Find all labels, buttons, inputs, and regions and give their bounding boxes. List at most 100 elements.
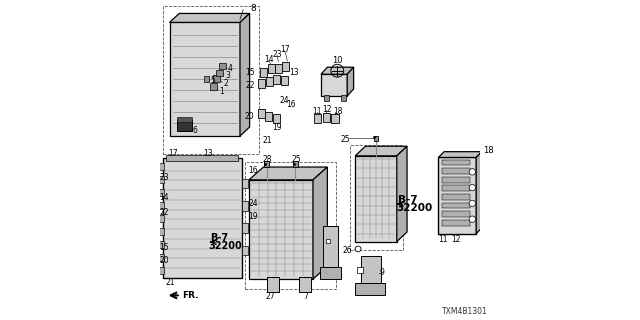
Bar (166, 155, 239, 161)
Polygon shape (476, 152, 482, 234)
Text: 14: 14 (159, 193, 169, 202)
Bar (249, 180, 313, 279)
Text: 24: 24 (249, 199, 259, 208)
Text: 5: 5 (211, 76, 216, 85)
Bar (442, 168, 470, 174)
Polygon shape (347, 67, 354, 96)
Polygon shape (355, 146, 407, 156)
Bar (163, 6, 259, 154)
Polygon shape (240, 13, 250, 136)
Polygon shape (438, 152, 482, 157)
Bar (442, 186, 470, 191)
Text: 6: 6 (193, 126, 198, 135)
Text: 18: 18 (333, 107, 343, 116)
Bar (273, 114, 280, 123)
Bar (340, 95, 346, 101)
Bar (282, 62, 289, 71)
Text: 22: 22 (245, 81, 255, 90)
Bar (442, 203, 470, 208)
Bar (332, 114, 339, 123)
Text: 9: 9 (380, 268, 384, 277)
Text: 21: 21 (262, 136, 272, 145)
Text: 20: 20 (159, 256, 169, 265)
Bar (298, 277, 312, 292)
Bar (357, 267, 362, 273)
Text: 27: 27 (266, 292, 275, 301)
Text: 21: 21 (166, 278, 175, 287)
Bar (293, 161, 298, 167)
Text: 23: 23 (273, 50, 282, 59)
Bar (219, 63, 226, 69)
Bar (442, 160, 470, 165)
Bar (265, 112, 272, 121)
Text: FR.: FR. (182, 291, 198, 300)
Polygon shape (249, 167, 328, 180)
Text: 11: 11 (438, 235, 447, 244)
Text: 18: 18 (484, 146, 494, 155)
Text: 28: 28 (263, 155, 272, 164)
Text: 25: 25 (292, 155, 301, 164)
Text: 19: 19 (249, 212, 259, 221)
Text: 32200: 32200 (209, 241, 243, 251)
Bar (159, 253, 164, 260)
Bar (266, 77, 273, 86)
Bar (438, 157, 476, 234)
Bar (442, 194, 470, 200)
Text: 14: 14 (265, 55, 275, 64)
Bar (264, 161, 269, 167)
Text: 22: 22 (159, 208, 169, 217)
Circle shape (469, 216, 476, 222)
Bar (442, 177, 470, 183)
Bar (216, 70, 223, 76)
Bar (242, 246, 248, 255)
Bar (275, 64, 282, 73)
Text: B-7: B-7 (398, 195, 418, 205)
Bar (324, 95, 329, 101)
Text: 24: 24 (279, 96, 289, 105)
Bar (323, 113, 330, 122)
Bar (267, 277, 280, 292)
Polygon shape (313, 167, 328, 279)
Bar (159, 228, 164, 235)
Bar (268, 64, 275, 73)
Bar (159, 267, 164, 274)
Circle shape (469, 169, 476, 175)
Text: 12: 12 (451, 235, 461, 244)
Bar (159, 202, 164, 209)
Bar (204, 76, 209, 82)
Bar (281, 76, 288, 85)
Bar (159, 215, 164, 222)
Text: TXM4B1301: TXM4B1301 (442, 308, 487, 316)
Text: 4: 4 (227, 64, 232, 73)
Text: 32200: 32200 (396, 203, 433, 213)
Text: 7: 7 (303, 292, 308, 301)
Text: 1: 1 (219, 87, 224, 96)
Bar (355, 283, 385, 295)
Bar (442, 211, 470, 217)
Text: 3: 3 (225, 71, 230, 80)
Bar (170, 22, 240, 136)
Polygon shape (321, 67, 354, 74)
Text: 15: 15 (245, 68, 255, 77)
Bar (320, 267, 340, 279)
Bar (163, 158, 242, 278)
Bar (260, 68, 268, 77)
Text: 20: 20 (244, 112, 253, 121)
Bar (177, 120, 192, 131)
Bar (374, 136, 378, 141)
Bar (159, 163, 164, 170)
Bar (242, 179, 248, 188)
Text: B-7: B-7 (211, 233, 228, 244)
Bar (442, 220, 470, 226)
Text: 10: 10 (332, 56, 342, 65)
Polygon shape (397, 146, 407, 242)
Bar (326, 239, 330, 243)
Bar (321, 74, 348, 96)
Text: 16: 16 (249, 166, 259, 175)
Text: 2: 2 (223, 79, 228, 88)
Bar (212, 75, 220, 82)
Text: 16: 16 (286, 100, 296, 109)
Text: 17: 17 (280, 45, 290, 54)
Polygon shape (170, 13, 250, 22)
Text: 19: 19 (272, 123, 282, 132)
